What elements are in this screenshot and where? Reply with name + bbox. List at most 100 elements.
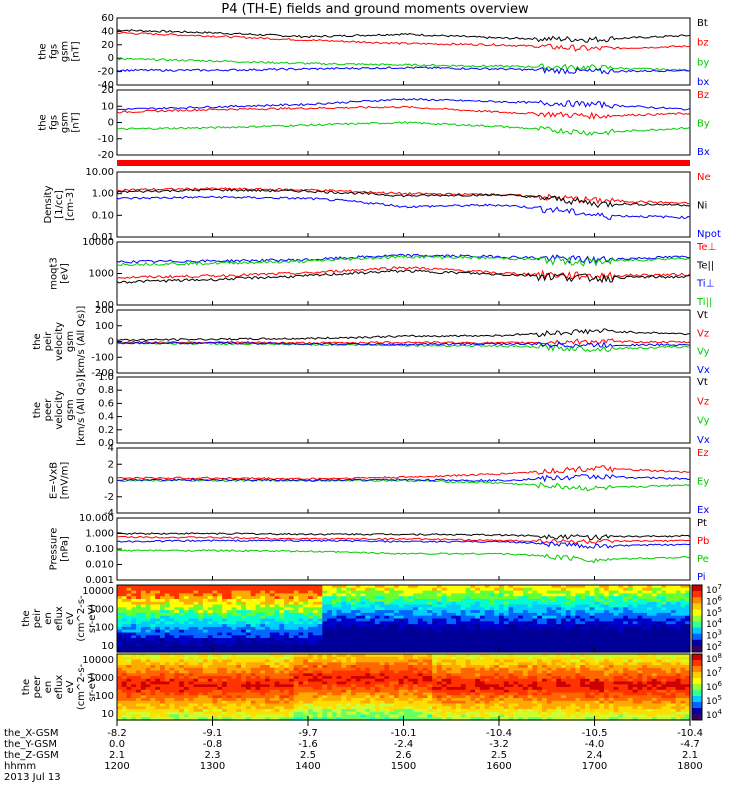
heatmap-cell: [613, 635, 619, 639]
heatmap-cell: [346, 711, 352, 716]
heatmap-cell: [236, 703, 242, 707]
heatmap-cell: [522, 612, 529, 617]
heatmap-cell: [494, 607, 500, 611]
heatmap-cell: [460, 670, 467, 674]
heatmap-cell: [446, 676, 452, 680]
heatmap-cell: [647, 618, 653, 622]
series-line: [116, 29, 691, 43]
heatmap-cell: [279, 604, 285, 608]
heatmap-cell: [169, 629, 175, 634]
heatmap-cell: [207, 635, 214, 639]
heatmap-cell: [121, 618, 128, 622]
heatmap-cell: [131, 695, 137, 699]
heatmap-cell: [670, 585, 677, 589]
heatmap-cell: [685, 593, 691, 597]
heatmap-cell: [403, 667, 409, 672]
y-tick-label: 0.100: [85, 544, 114, 555]
heatmap-cell: [680, 604, 686, 608]
heatmap-cell: [140, 662, 147, 666]
heatmap-cell: [145, 612, 152, 617]
heatmap-cell: [117, 615, 123, 620]
heatmap-cell: [160, 599, 166, 603]
heatmap-cell: [140, 604, 147, 608]
heatmap-cell: [556, 601, 562, 606]
heatmap-cell: [169, 662, 175, 666]
heatmap-cell: [202, 646, 209, 650]
heatmap-cell: [360, 676, 366, 680]
heatmap-cell: [675, 596, 682, 600]
heatmap-cell: [661, 612, 667, 617]
heatmap-cell: [279, 643, 285, 647]
heatmap-cell: [479, 656, 486, 661]
heatmap-cell: [198, 643, 204, 647]
heatmap-cell: [279, 678, 285, 683]
heatmap-cell: [632, 607, 639, 611]
heatmap-cell: [656, 649, 662, 653]
heatmap-cell: [580, 593, 586, 597]
heatmap-cell: [126, 638, 132, 642]
heatmap-cell: [126, 659, 132, 663]
heatmap-cell: [351, 662, 357, 666]
heatmap-cell: [202, 711, 209, 716]
heatmap-cell: [169, 618, 175, 622]
heatmap-cell: [594, 610, 600, 614]
heatmap-cell: [231, 659, 237, 663]
heatmap-cell: [308, 662, 314, 666]
heatmap-cell: [432, 593, 438, 597]
heatmap-cell: [370, 656, 376, 661]
heatmap-cell: [288, 706, 295, 710]
heatmap-cell: [580, 643, 586, 647]
heatmap-cell: [212, 629, 218, 634]
heatmap-cell: [470, 640, 476, 645]
heatmap-cell: [241, 700, 247, 705]
heatmap-cell: [608, 635, 615, 639]
heatmap-cell: [465, 599, 471, 603]
heatmap-cell: [503, 640, 510, 645]
heatmap-cell: [303, 689, 309, 694]
heatmap-cell: [241, 703, 247, 707]
heatmap-cell: [260, 635, 266, 639]
heatmap-cell: [408, 612, 414, 617]
heatmap-cell: [627, 607, 634, 611]
heatmap-cell: [489, 638, 495, 642]
heatmap-cell: [145, 706, 152, 710]
heatmap-cell: [140, 706, 147, 710]
heatmap-cell: [479, 629, 486, 634]
heatmap-cell: [522, 585, 529, 589]
heatmap-cell: [169, 692, 175, 696]
heatmap-cell: [245, 706, 252, 710]
heatmap-cell: [403, 587, 409, 592]
heatmap-cell: [160, 709, 166, 713]
heatmap-cell: [217, 689, 223, 694]
heatmap-cell: [384, 632, 390, 636]
heatmap-cell: [374, 624, 381, 628]
heatmap-cell: [207, 698, 214, 702]
heatmap-cell: [327, 593, 333, 597]
heatmap-cell: [255, 662, 261, 666]
heatmap-cell: [379, 590, 385, 594]
heatmap-cell: [661, 601, 667, 606]
heatmap-cell: [522, 615, 529, 620]
heatmap-cell: [288, 649, 295, 653]
heatmap-cell: [212, 585, 218, 589]
heatmap-cell: [613, 629, 619, 634]
heatmap-cell: [126, 599, 132, 603]
heatmap-cell: [623, 607, 629, 611]
heatmap-cell: [499, 621, 505, 625]
heatmap-cell: [217, 593, 223, 597]
heatmap-cell: [441, 717, 448, 721]
heatmap-cell: [661, 640, 667, 645]
heatmap-cell: [556, 590, 562, 594]
heatmap-cell: [217, 587, 223, 592]
heatmap-cell: [121, 695, 128, 699]
heatmap-cell: [317, 711, 323, 716]
heatmap-cell: [308, 643, 314, 647]
heatmap-cell: [561, 629, 567, 634]
heatmap-cell: [446, 695, 452, 699]
heatmap-cell: [432, 670, 438, 674]
heatmap-cell: [465, 604, 471, 608]
heatmap-cell: [446, 684, 452, 688]
heatmap-cell: [489, 640, 495, 645]
heatmap-cell: [331, 689, 338, 694]
heatmap-cell: [131, 673, 137, 677]
